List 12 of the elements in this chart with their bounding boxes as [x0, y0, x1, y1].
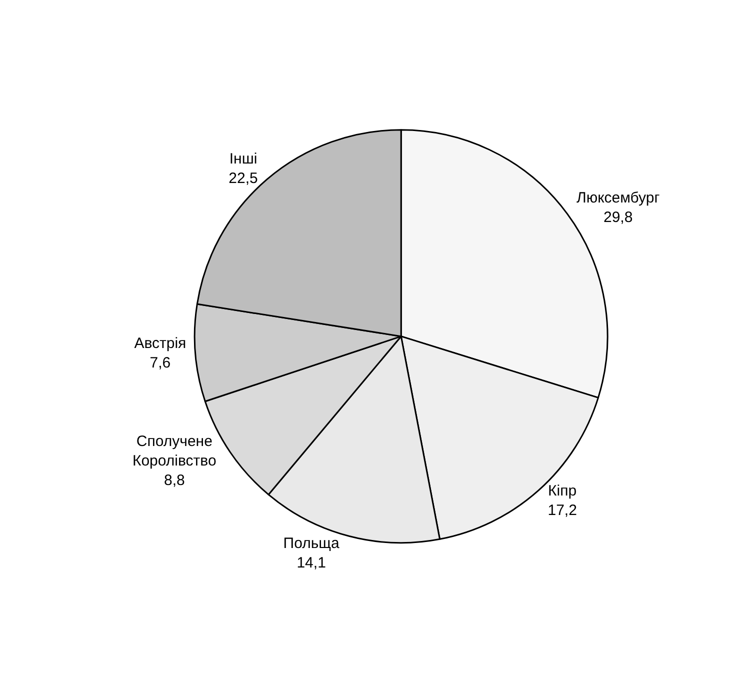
slice-label: Кіпр — [548, 482, 577, 500]
slice-label: Інші — [229, 150, 258, 168]
data-label: 7,6 — [150, 354, 171, 372]
data-label: 17,2 — [548, 502, 577, 519]
data-label: 29,8 — [603, 208, 633, 226]
slice-label: Австрія — [134, 335, 186, 352]
slice-label: Сполучене Королівство — [132, 433, 216, 470]
data-label: 14,1 — [296, 554, 326, 572]
data-label: 22,5 — [228, 170, 258, 188]
slice-label: Польща — [283, 534, 340, 552]
data-label: 8,8 — [164, 472, 185, 490]
slice-label: Люксембург — [576, 189, 660, 206]
